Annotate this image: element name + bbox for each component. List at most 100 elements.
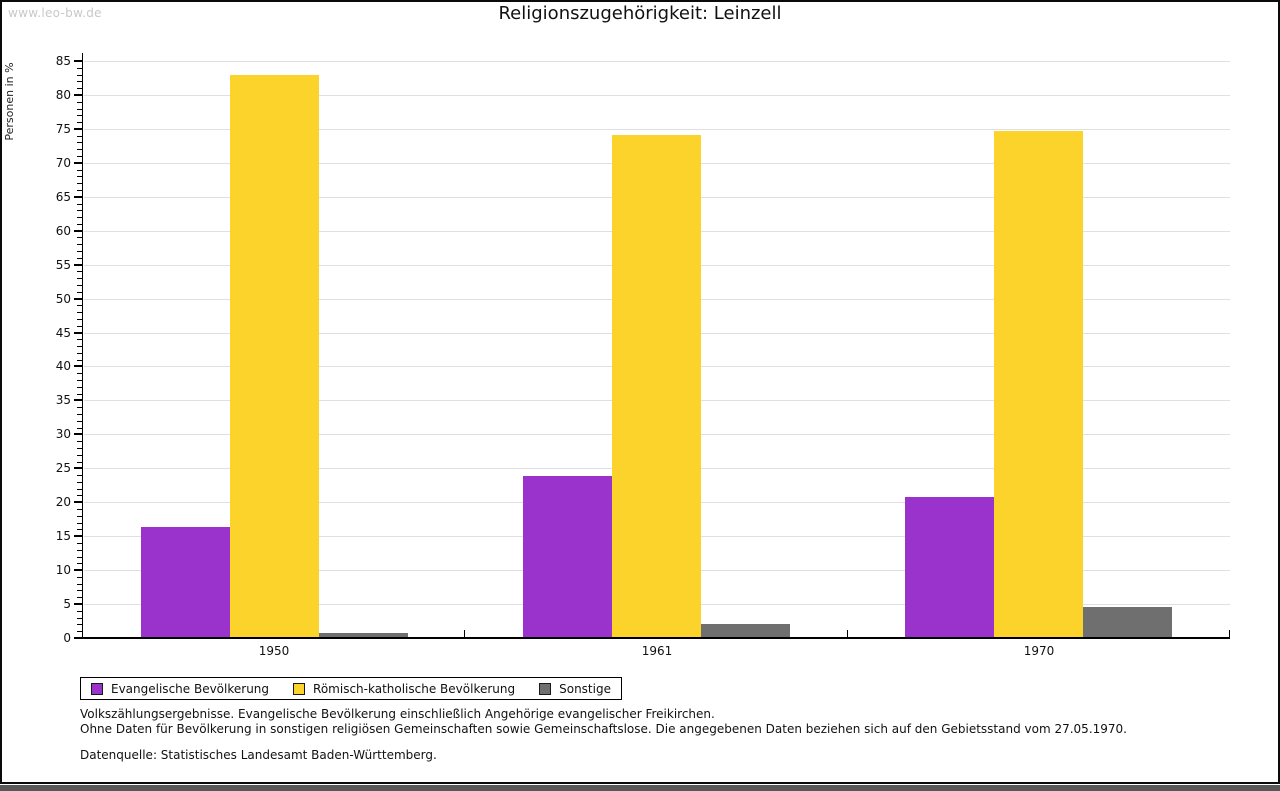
y-axis-tick-minor	[77, 563, 82, 564]
y-axis-tick-label: 80	[55, 88, 71, 102]
footnotes: Volkszählungsergebnisse. Evangelische Be…	[80, 707, 1230, 763]
y-axis-tick-minor	[77, 251, 82, 252]
chart-title: Religionszugehörigkeit: Leinzell	[498, 3, 782, 24]
y-axis-tick-minor	[77, 475, 82, 476]
y-axis-tick-major	[74, 264, 82, 266]
y-axis-tick-minor	[77, 482, 82, 483]
y-axis-tick-minor	[77, 292, 82, 293]
y-axis-tick-minor	[77, 258, 82, 259]
gridline	[84, 61, 1230, 62]
y-axis-tick-label: 65	[55, 190, 71, 204]
y-axis-tick-minor	[77, 523, 82, 524]
y-axis-tick-minor	[77, 244, 82, 245]
watermark-leo-bw: www.leo-bw.de	[8, 6, 102, 20]
y-axis-tick-minor	[77, 448, 82, 449]
bar-r-misch-katholische-bev-lkerung-1970	[994, 131, 1083, 638]
bar-evangelische-bev-lkerung-1961	[523, 476, 612, 638]
x-axis-label-1950: 1950	[258, 644, 290, 658]
y-axis-tick-major	[74, 433, 82, 435]
y-axis-tick-minor	[77, 237, 82, 238]
y-axis-tick-minor	[77, 190, 82, 191]
y-axis-tick-minor	[77, 509, 82, 510]
y-axis-tick-minor	[77, 115, 82, 116]
chart-legend: Evangelische Bevölkerung Römisch-katholis…	[80, 677, 622, 700]
y-axis-tick-label: 55	[55, 258, 71, 272]
y-axis-tick-minor	[77, 550, 82, 551]
x-axis-tick	[1229, 630, 1230, 637]
bar-sonstige-1961	[701, 624, 790, 638]
y-axis-tick-minor	[77, 81, 82, 82]
y-axis-tick-minor	[77, 224, 82, 225]
y-axis-tick-minor	[77, 597, 82, 598]
y-axis-tick-major	[74, 569, 82, 571]
y-axis-tick-minor	[77, 495, 82, 496]
y-axis-tick-minor	[77, 441, 82, 442]
y-axis-tick-minor	[77, 346, 82, 347]
y-axis-tick-label: 20	[55, 495, 71, 509]
bar-evangelische-bev-lkerung-1950	[141, 527, 230, 638]
y-axis-tick-label: 45	[55, 326, 71, 340]
legend-item-evangelische-bev-lkerung: Evangelische Bevölkerung	[91, 682, 269, 696]
y-axis-tick-minor	[77, 176, 82, 177]
legend-swatch	[293, 682, 306, 695]
gridline	[84, 129, 1230, 130]
y-axis-tick-major	[74, 603, 82, 605]
y-axis-tick-major	[74, 60, 82, 62]
x-axis-tick	[464, 630, 465, 637]
bar-evangelische-bev-lkerung-1970	[905, 497, 994, 638]
y-axis-tick-minor	[77, 278, 82, 279]
x-axis-line	[82, 637, 1230, 639]
y-axis-tick-major	[74, 162, 82, 164]
y-axis-tick-minor	[77, 109, 82, 110]
x-axis-tick	[847, 630, 848, 637]
y-axis-tick-minor	[77, 360, 82, 361]
y-axis-tick-label: 70	[55, 156, 71, 170]
legend-label: Sonstige	[559, 681, 611, 696]
window-bottom-bar	[0, 785, 1280, 791]
y-axis-tick-minor	[77, 68, 82, 69]
x-axis-label-1961: 1961	[641, 644, 673, 658]
y-axis-tick-minor	[77, 421, 82, 422]
y-axis-tick-minor	[77, 183, 82, 184]
y-axis-tick-minor	[77, 217, 82, 218]
y-axis-tick-major	[74, 230, 82, 232]
y-axis-tick-minor	[77, 394, 82, 395]
y-axis-tick-minor	[77, 102, 82, 103]
y-axis-tick-label: 5	[63, 597, 71, 611]
y-axis-tick-major	[74, 128, 82, 130]
bar-sonstige-1970	[1083, 607, 1172, 638]
y-axis-tick-minor	[77, 380, 82, 381]
y-axis-line	[82, 53, 83, 639]
y-axis-tick-major	[74, 467, 82, 469]
y-axis-tick-label: 30	[55, 427, 71, 441]
y-axis-tick-label: 15	[55, 529, 71, 543]
y-axis-tick-minor	[77, 210, 82, 211]
y-axis-tick-minor	[77, 590, 82, 591]
y-axis-tick-minor	[77, 577, 82, 578]
legend-label: Evangelische Bevölkerung	[111, 681, 270, 696]
y-axis-tick-major	[74, 365, 82, 367]
y-axis-tick-minor	[77, 88, 82, 89]
y-axis-tick-minor	[77, 414, 82, 415]
legend-item-r-misch-katholische-bev-lkerung: Römisch-katholische Bevölkerung	[293, 682, 515, 696]
y-axis-tick-major	[74, 501, 82, 503]
y-axis-tick-label: 0	[63, 631, 71, 645]
y-axis-tick-minor	[77, 387, 82, 388]
y-axis-tick-minor	[77, 122, 82, 123]
y-axis-tick-minor	[77, 142, 82, 143]
y-axis-tick-minor	[77, 557, 82, 558]
bar-r-misch-katholische-bev-lkerung-1950	[230, 75, 319, 638]
y-axis-tick-label: 40	[55, 359, 71, 373]
y-axis-tick-minor	[77, 271, 82, 272]
gridline	[84, 95, 1230, 96]
y-axis-tick-minor	[77, 312, 82, 313]
y-axis-tick-major	[74, 332, 82, 334]
y-axis-tick-major	[74, 535, 82, 537]
y-axis-tick-minor	[77, 618, 82, 619]
y-axis-tick-minor	[77, 428, 82, 429]
y-axis-tick-minor	[77, 156, 82, 157]
y-axis-tick-minor	[77, 170, 82, 171]
bar-sonstige-1950	[319, 633, 408, 638]
